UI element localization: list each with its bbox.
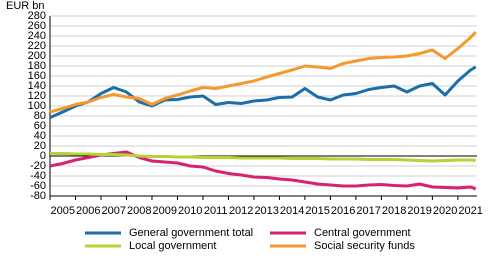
y-tick-label: 200 (28, 50, 46, 62)
x-tick-label: 2016 (331, 205, 355, 217)
y-tick-label: 120 (28, 90, 46, 102)
x-tick-label: 2007 (101, 205, 125, 217)
x-tick-label: 2011 (204, 205, 228, 217)
series-line (49, 30, 477, 114)
y-tick-label: 260 (28, 20, 46, 32)
y-tick-label: 40 (34, 130, 46, 142)
series-line (49, 150, 477, 191)
legend-label: Central government (314, 227, 411, 239)
legend-label: Local government (129, 240, 216, 252)
y-tick-label: 280 (28, 10, 46, 22)
y-tick-label: -80 (30, 190, 46, 202)
x-tick-label: 2008 (127, 205, 151, 217)
y-axis-label: EUR bn (6, 0, 45, 12)
y-tick-label: -60 (30, 180, 46, 192)
x-tick-label: 2012 (229, 205, 253, 217)
x-tick-label: 2005 (51, 205, 75, 217)
y-tick-label: 180 (28, 60, 46, 72)
x-tick-label: 2021 (458, 205, 482, 217)
y-tick-label: 160 (28, 70, 46, 82)
series-line (49, 65, 477, 119)
y-tick-label: 0 (40, 150, 46, 162)
y-tick-label: -20 (30, 160, 46, 172)
x-tick-label: 2017 (356, 205, 380, 217)
x-tick-label: 2018 (382, 205, 406, 217)
x-tick-label: 2015 (305, 205, 329, 217)
series-line (50, 152, 476, 163)
x-tick-label: 2006 (76, 205, 100, 217)
y-tick-label: 240 (28, 30, 46, 42)
y-tick-label: 80 (34, 110, 46, 122)
y-tick-label: 20 (34, 140, 46, 152)
y-tick-label: 140 (28, 80, 46, 92)
x-tick-label: 2009 (152, 205, 176, 217)
x-tick-label: 2013 (254, 205, 278, 217)
y-tick-label: 220 (28, 40, 46, 52)
legend-label: General government total (129, 227, 253, 239)
y-tick-label: 100 (28, 100, 46, 112)
x-tick-label: 2020 (433, 205, 457, 217)
y-tick-label: -40 (30, 170, 46, 182)
legend-label: Social security funds (314, 240, 415, 252)
x-tick-label: 2014 (280, 205, 304, 217)
x-tick-label: 2019 (407, 205, 431, 217)
y-tick-label: 60 (34, 120, 46, 132)
x-tick-label: 2010 (178, 205, 202, 217)
